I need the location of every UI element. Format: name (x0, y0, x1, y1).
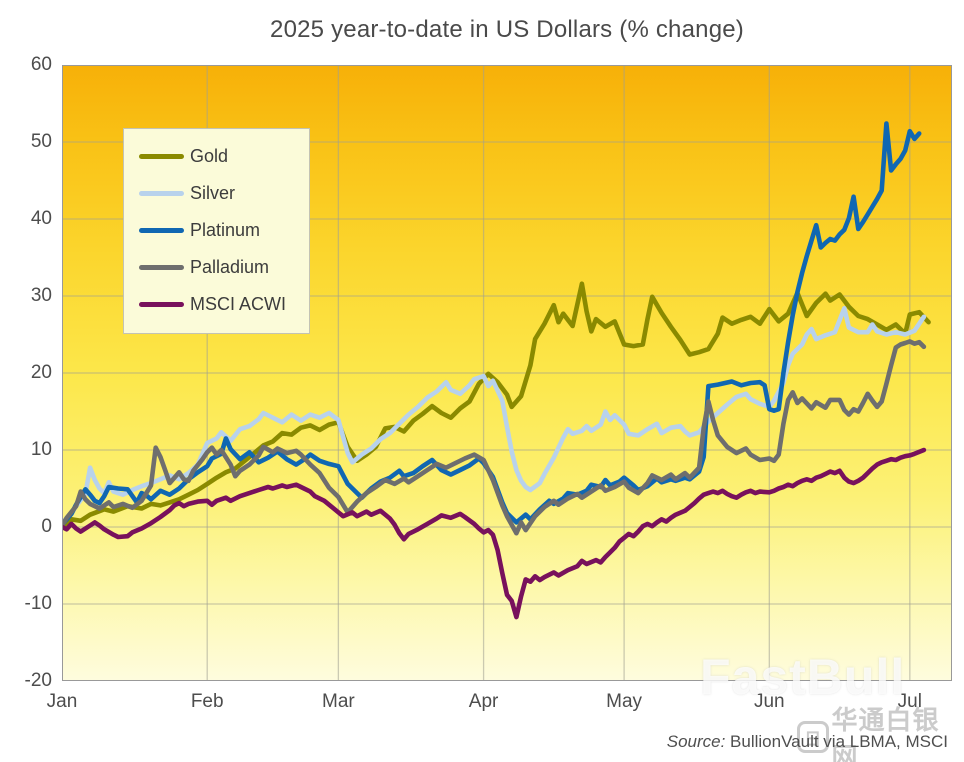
series-line-msci-acwi (62, 447, 927, 620)
y-tick-label: -10 (24, 593, 52, 614)
legend-box: Gold Silver Platinum Palladium MSCI ACWI (123, 128, 310, 334)
legend-label: Silver (190, 183, 236, 203)
legend-item-platinum: Platinum (124, 212, 309, 249)
x-tick-label: Jul (897, 691, 922, 712)
legend-item-msci-acwi: MSCI ACWI (124, 286, 309, 323)
legend-item-gold: Gold (124, 138, 309, 175)
plot-border (62, 65, 952, 681)
legend-label: MSCI ACWI (190, 294, 287, 314)
legend-label: Gold (190, 146, 229, 166)
x-tick-label: Jan (46, 691, 78, 712)
legend-line-swatch (139, 228, 184, 233)
legend-label: Platinum (190, 220, 261, 240)
x-tick-label: Apr (468, 691, 499, 712)
y-tick-label: 60 (30, 54, 52, 75)
x-tick-label: Mar (321, 691, 355, 712)
legend-line-swatch (139, 191, 184, 196)
x-tick-label: Feb (190, 691, 224, 712)
source-text: BullionVault via LBMA, MSCI (725, 732, 948, 751)
legend-item-silver: Silver (124, 175, 309, 212)
cn-watermark: 日 华通白银网 (797, 700, 964, 762)
y-tick-label: -20 (24, 670, 52, 691)
x-tick-label: Jun (753, 691, 785, 712)
legend-label: Palladium (190, 257, 270, 277)
legend-line-swatch (139, 302, 184, 307)
y-tick-label: 30 (30, 285, 52, 306)
y-tick-label: 40 (30, 208, 52, 229)
legend-item-palladium: Palladium (124, 249, 309, 286)
legend-line-swatch (139, 265, 184, 270)
y-tick-label: 10 (30, 439, 52, 460)
x-tick-label: May (606, 691, 643, 712)
source-prefix: Source: (666, 732, 726, 751)
series-line-gold (62, 281, 931, 530)
series-line-platinum (62, 121, 922, 528)
y-tick-label: 20 (30, 362, 52, 383)
y-tick-label: 0 (41, 516, 52, 537)
y-tick-label: 50 (30, 131, 52, 152)
series-line-palladium (62, 339, 927, 536)
source-attribution: Source: BullionVault via LBMA, MSCI (667, 732, 948, 752)
legend-line-swatch (139, 154, 184, 159)
chart-title: 2025 year-to-date in US Dollars (% chang… (270, 16, 744, 43)
